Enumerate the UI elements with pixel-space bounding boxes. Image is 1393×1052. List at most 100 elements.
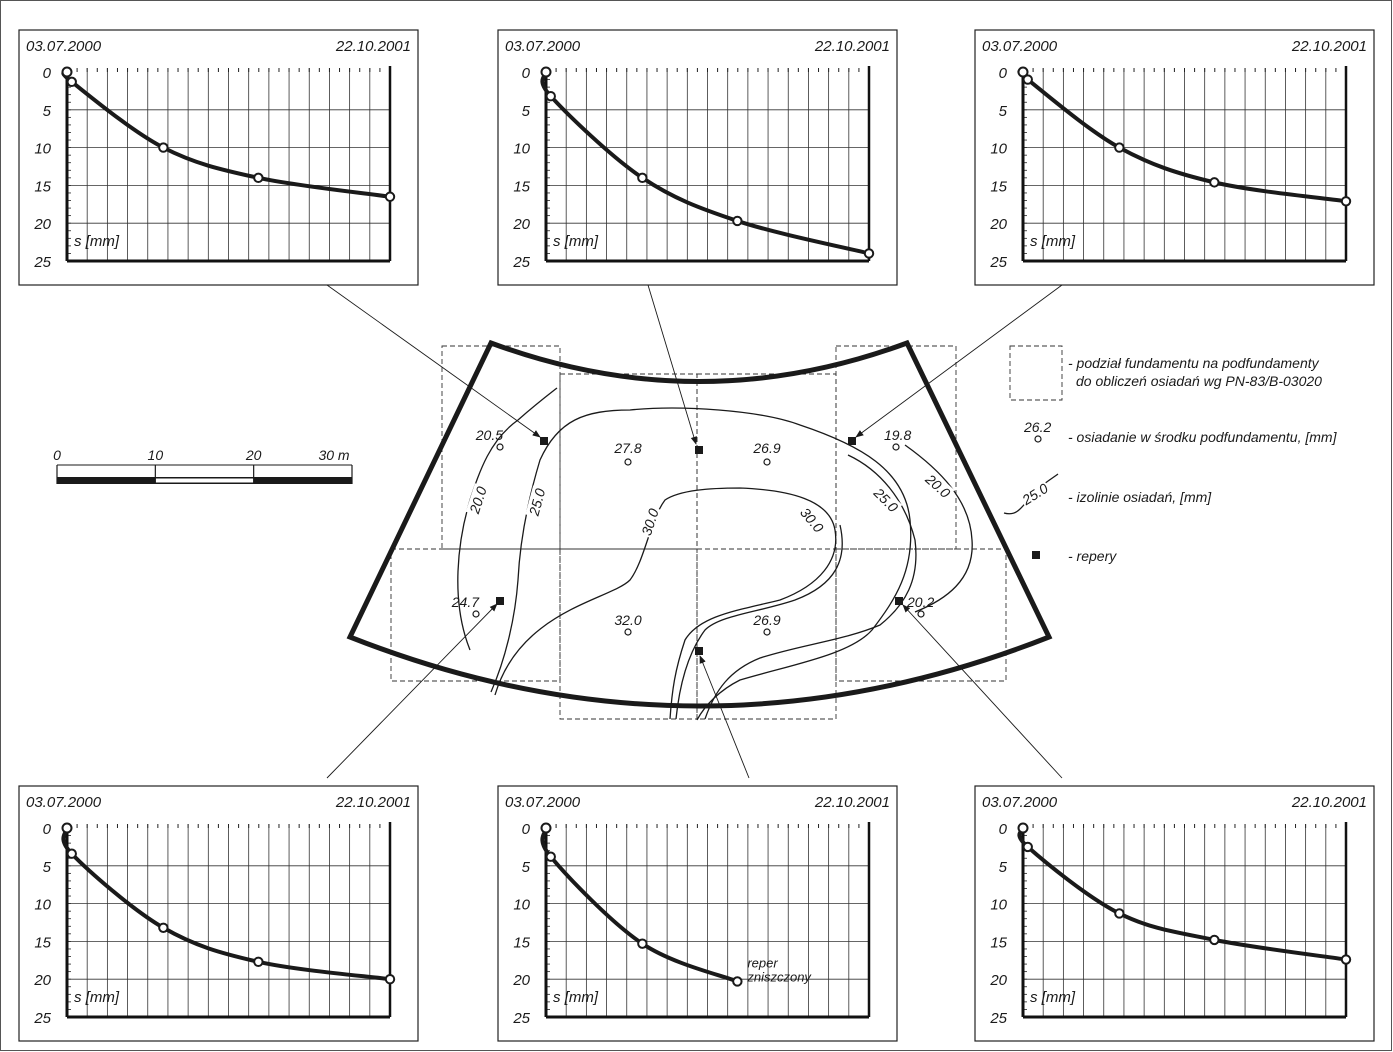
y-tick-label: 10 <box>34 141 51 158</box>
data-point <box>61 66 73 78</box>
date-end: 22.10.2001 <box>1291 38 1367 55</box>
data-point <box>545 90 556 102</box>
data-point <box>384 191 396 202</box>
data-point <box>61 822 73 834</box>
data-point <box>1209 177 1220 188</box>
date-start: 03.07.2000 <box>505 794 581 811</box>
data-point <box>158 922 169 933</box>
leader-line <box>902 604 1063 779</box>
data-point <box>732 976 743 987</box>
y-tick-label: 25 <box>512 1010 530 1027</box>
y-tick-label: 25 <box>989 254 1007 271</box>
data-point <box>1017 66 1029 78</box>
subfoundation-center-point <box>624 458 632 466</box>
y-tick-label: 15 <box>34 934 51 951</box>
settlement-isoline <box>675 524 843 720</box>
settlement-chart-5: 03.07.2000 22.10.2001 0 5 10 15 20 25 s [mm] repe… <box>497 785 898 1042</box>
data-point <box>1114 908 1125 919</box>
subfoundation-center-point <box>472 610 480 618</box>
settlement-value: 32.0 <box>614 612 641 628</box>
isoline-label-bg <box>465 483 491 517</box>
date-start: 03.07.2000 <box>982 794 1058 811</box>
subfoundation-center-point <box>892 443 900 451</box>
leader-line <box>326 284 541 438</box>
benchmark-marker <box>695 647 703 655</box>
data-point <box>253 172 264 184</box>
data-point <box>1114 142 1125 153</box>
legend-item-text: - izolinie osiadań, [mm] <box>1068 489 1212 505</box>
subfoundation-center-point <box>496 443 504 451</box>
scale-label: 0 <box>53 447 61 463</box>
data-point <box>1340 954 1352 965</box>
subfoundation-outline <box>835 548 1007 682</box>
leader-line <box>647 284 697 445</box>
date-end: 22.10.2001 <box>335 38 411 55</box>
legend-point-sample <box>1034 435 1042 443</box>
scale-bar-gap <box>155 478 254 483</box>
settlement-value: 26.9 <box>752 440 780 456</box>
y-tick-label: 20 <box>512 216 530 233</box>
date-start: 03.07.2000 <box>505 38 581 55</box>
note-line: reper <box>747 955 778 970</box>
y-tick-label: 10 <box>513 141 530 158</box>
settlement-chart-4: 03.07.2000 22.10.2001 0 5 10 15 20 25 s [mm] <box>18 785 419 1042</box>
destroyed-benchmark-note: reper zniszczony <box>746 955 812 984</box>
y-tick-label: 0 <box>43 821 52 838</box>
y-tick-label: 0 <box>999 65 1008 82</box>
chart-frame <box>974 29 1375 286</box>
y-tick-label: 20 <box>33 216 51 233</box>
legend-subfoundation-sample <box>1009 345 1063 401</box>
scale-bar: 0 10 20 30 m <box>53 447 353 484</box>
scale-label: 30 m <box>318 447 349 463</box>
chart-frame <box>18 29 419 286</box>
legend-benchmark-sample <box>1032 551 1040 559</box>
settlement-chart-2: 03.07.2000 22.10.2001 0 5 10 15 20 25 s [mm] <box>497 29 898 286</box>
data-point <box>1022 841 1033 853</box>
scale-label: 10 <box>148 447 164 463</box>
y-tick-label: 25 <box>512 254 530 271</box>
y-tick-label: 25 <box>33 1010 51 1027</box>
chart-frame <box>974 785 1375 1042</box>
benchmark-marker <box>496 597 504 605</box>
settlement-value: 20.5 <box>475 427 503 443</box>
data-point <box>384 974 396 985</box>
settlement-isoline <box>490 407 912 721</box>
data-point <box>732 215 743 227</box>
isoline-label-bg <box>921 470 955 502</box>
leader-line <box>855 284 1063 438</box>
subfoundation-outline <box>696 548 837 720</box>
subfoundation-outline <box>559 548 698 720</box>
data-point <box>66 848 77 859</box>
date-start: 03.07.2000 <box>982 38 1058 55</box>
y-axis-label: s [mm] <box>553 989 599 1006</box>
chart-frame <box>497 785 898 1042</box>
subfoundation-center-point <box>763 458 771 466</box>
legend: 26.225.0- podział fundamentu na podfunda… <box>1003 345 1338 564</box>
subfoundation-center-point <box>624 628 632 636</box>
y-tick-label: 20 <box>989 972 1007 989</box>
settlement-chart-6: 03.07.2000 22.10.2001 0 5 10 15 20 25 s [mm] <box>974 785 1375 1042</box>
date-start: 03.07.2000 <box>26 794 102 811</box>
y-tick-label: 20 <box>33 972 51 989</box>
y-tick-label: 15 <box>513 934 530 951</box>
date-start: 03.07.2000 <box>26 38 102 55</box>
date-end: 22.10.2001 <box>335 794 411 811</box>
y-tick-label: 10 <box>513 897 530 914</box>
y-axis-label: s [mm] <box>553 233 599 250</box>
data-point <box>1209 934 1220 946</box>
settlement-curve <box>540 827 739 984</box>
settlement-isoline <box>704 454 917 720</box>
isoline-label-bg <box>637 505 663 539</box>
data-point <box>637 172 648 184</box>
foundation-map: 20.0 25.030.0 30.025.0 20.020.527.8 26.919.8… <box>346 339 1053 721</box>
leader-line <box>699 655 750 779</box>
y-tick-label: 10 <box>990 897 1007 914</box>
data-point <box>1340 196 1352 207</box>
y-axis-label: s [mm] <box>74 989 120 1006</box>
y-tick-label: 5 <box>43 103 52 120</box>
y-tick-label: 25 <box>33 254 51 271</box>
subfoundation-center-point <box>917 610 925 618</box>
data-point <box>545 851 556 862</box>
settlement-value: 19.8 <box>884 427 911 443</box>
